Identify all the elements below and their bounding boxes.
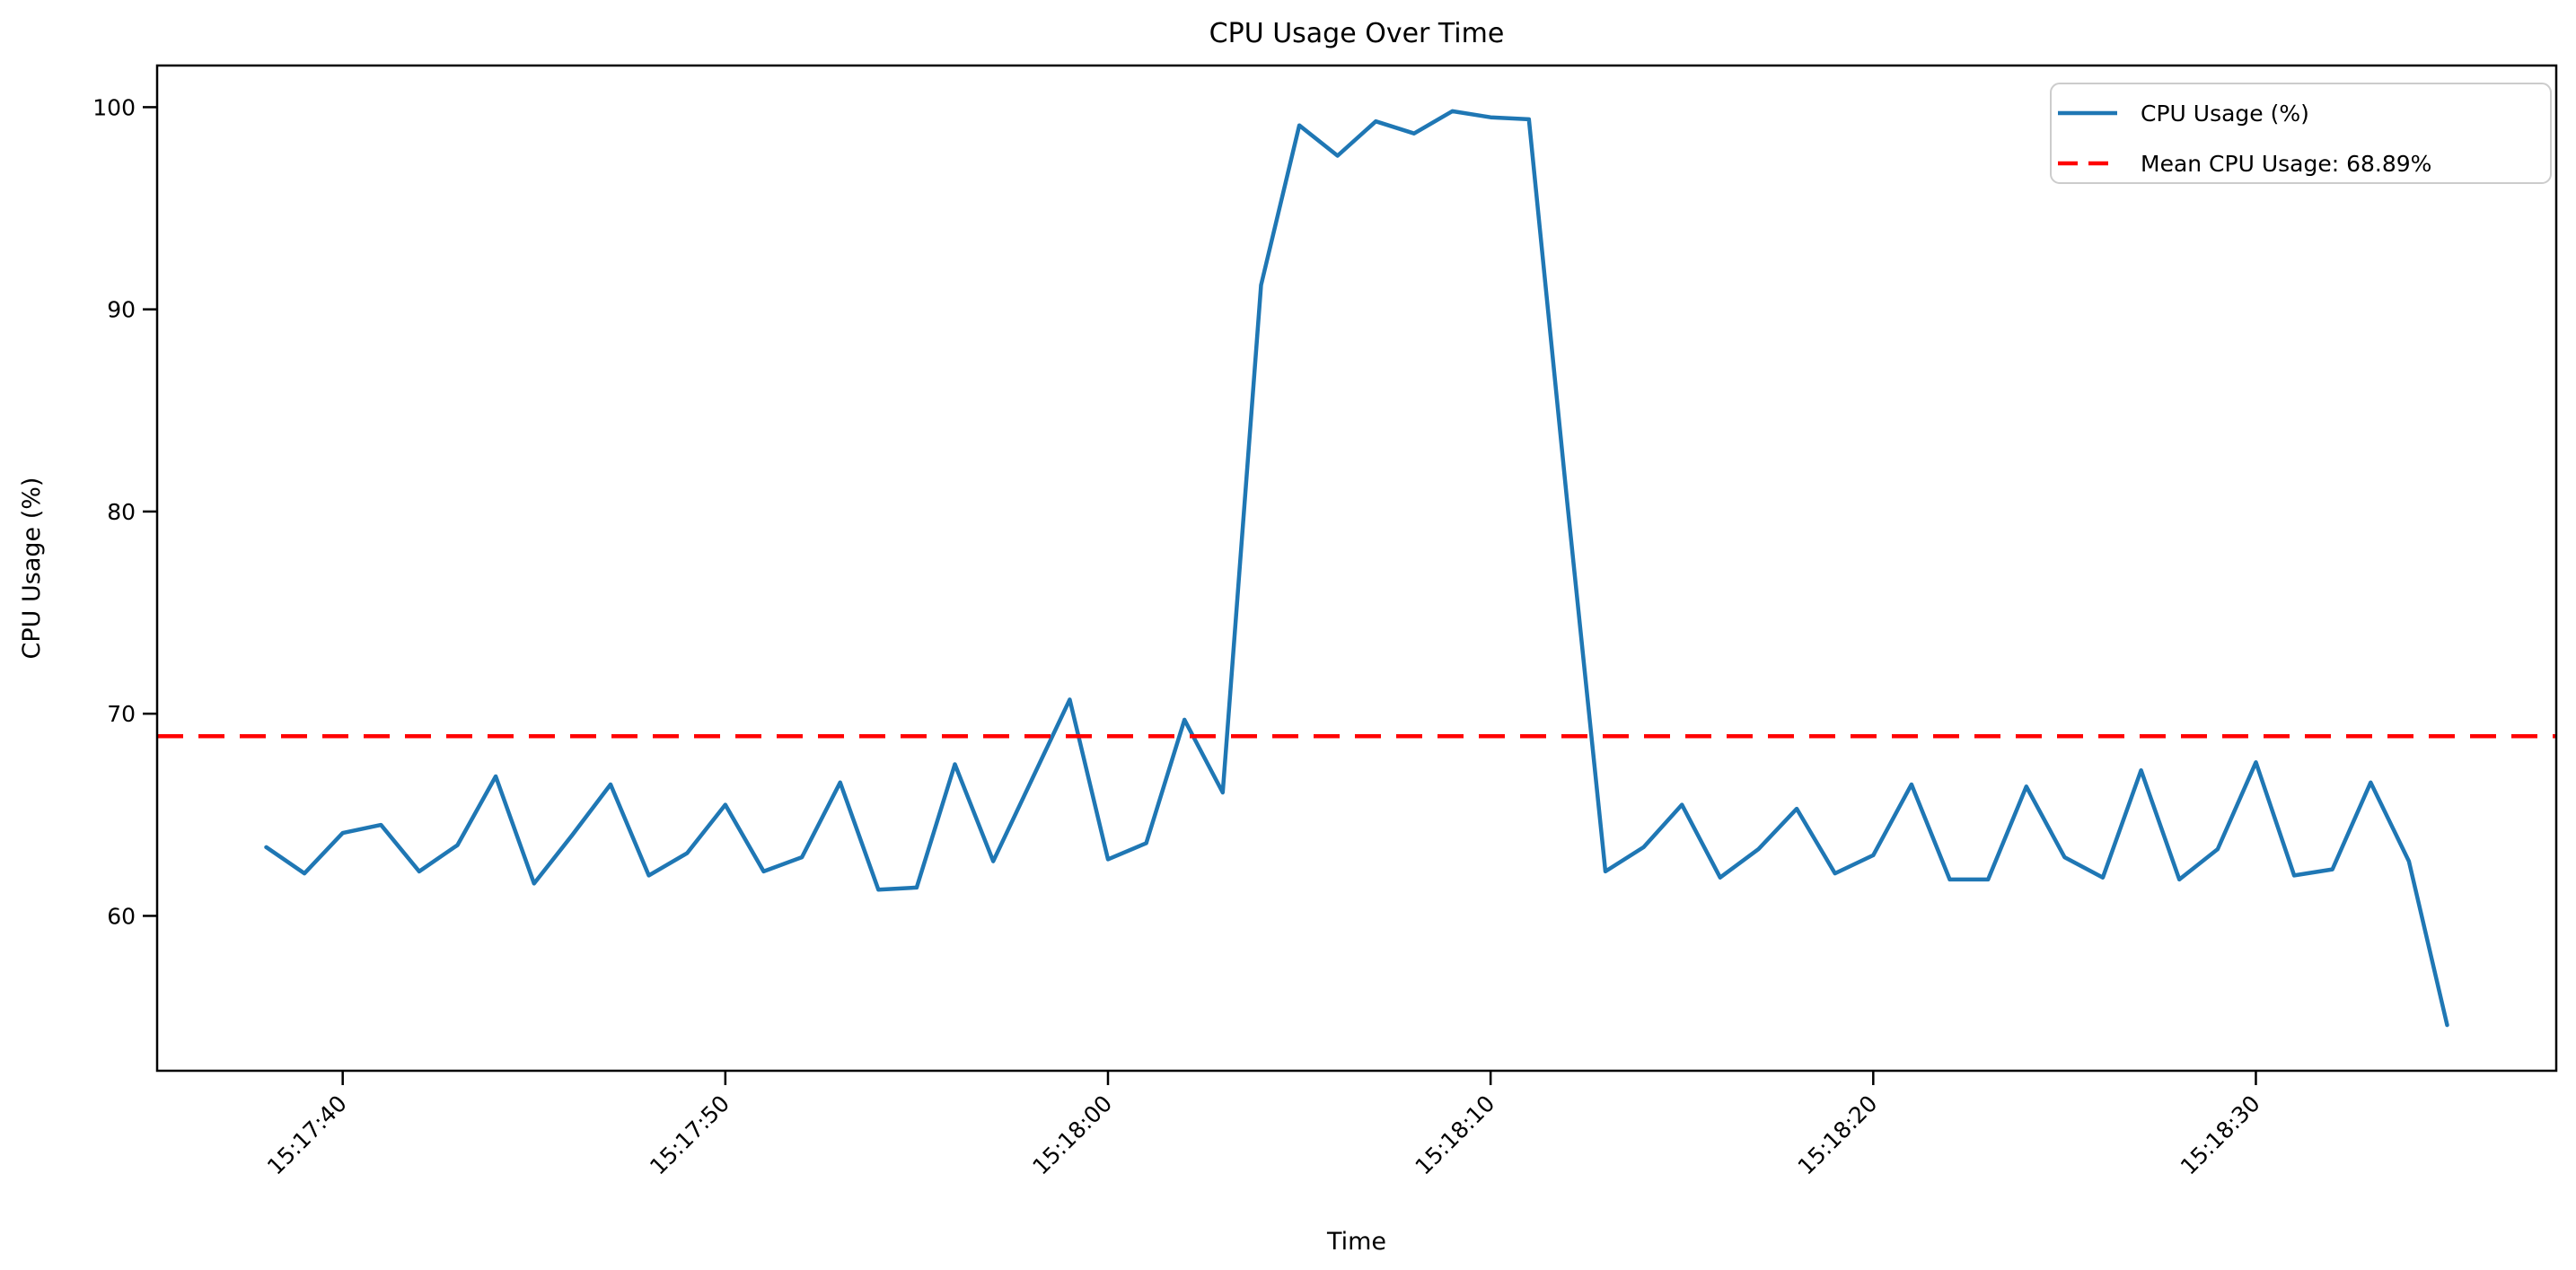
y-tick-label: 70 — [107, 701, 136, 727]
x-tick-label: 15:18:00 — [1027, 1090, 1117, 1180]
series-lines — [157, 109, 2556, 1028]
x-axis-ticks: 15:17:40 15:17:50 15:18:00 15:18:10 15:18:20… — [262, 1071, 2265, 1180]
y-axis-label: CPU Usage (%) — [18, 477, 46, 660]
x-tick-label: 15:17:40 — [262, 1090, 352, 1180]
x-tick-label: 15:18:10 — [1410, 1090, 1499, 1180]
chart-title: CPU Usage Over Time — [1209, 18, 1505, 49]
y-tick-label: 80 — [107, 499, 136, 525]
cpu-usage-line — [264, 109, 2449, 1028]
x-tick-label: 15:18:20 — [1793, 1090, 1883, 1180]
legend-mean-label: Mean CPU Usage: 68.89% — [2141, 151, 2431, 177]
legend-cpu-label: CPU Usage (%) — [2141, 101, 2309, 127]
y-tick-label: 60 — [107, 903, 136, 929]
x-tick-label: 15:18:30 — [2176, 1090, 2265, 1180]
legend-box — [2050, 83, 2552, 184]
y-tick-label: 100 — [92, 94, 136, 120]
x-tick-label: 15:17:50 — [645, 1090, 734, 1180]
legend: CPU Usage (%) Mean CPU Usage: 68.89% — [2050, 83, 2552, 184]
plot-area-border — [155, 64, 2558, 1073]
y-tick-label: 90 — [107, 297, 136, 323]
x-axis-label: Time — [1326, 1228, 1386, 1256]
y-axis-ticks: 60 70 80 90 100 — [92, 94, 157, 929]
